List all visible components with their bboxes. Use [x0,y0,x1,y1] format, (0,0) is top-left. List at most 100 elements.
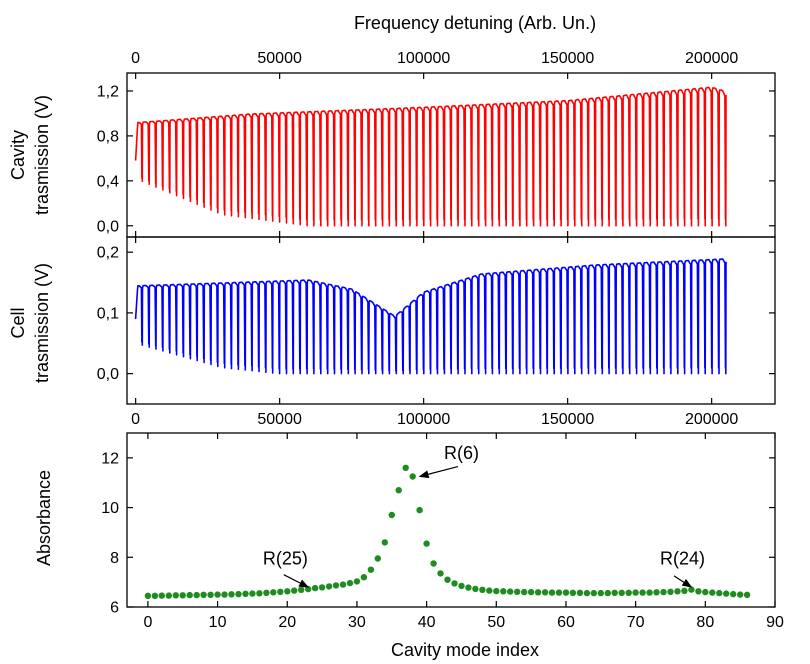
absorbance-point [730,590,737,598]
cavity-xtick-label: 0 [131,50,140,67]
absorbance-point [325,583,333,590]
absorbance-point [458,582,465,590]
absorbance-annotation-label: R(24) [660,549,705,569]
cell-frame [126,236,776,405]
absorbance-point [660,588,667,596]
absorbance-point [514,588,521,595]
cavity-xtick-label: 100000 [397,50,450,67]
absorbance-point [688,586,695,593]
panel-absorbance: 6 8 10 12 0 10 20 30 40 50 60 70 80 90 R(25) R(6) R(24) [101,432,784,631]
cavity-ytick-label: 0,0 [97,218,119,235]
absorbance-point [653,589,660,596]
absorbance-point [583,589,591,597]
absorbance-point [353,578,361,585]
absorbance-point [723,590,730,597]
absorbance-point [590,589,597,597]
absorbance-point [625,589,632,596]
absorbance-point [667,588,674,595]
absorbance-point [165,592,172,599]
absorbance-ytick-label: 8 [110,550,119,567]
absorbance-point [562,589,570,596]
absorbance-point [437,570,444,577]
absorbance-point [263,589,270,596]
absorbance-point [270,589,277,596]
absorbance-annotation-arrow [283,574,310,588]
absorbance-point [674,588,681,595]
cavity-xtick-label: 150000 [541,50,594,67]
absorbance-point [256,590,263,597]
absorbance-point [534,589,542,596]
absorbance-point [500,588,507,595]
bottom-x-axis-title: Cavity mode index [391,640,539,660]
absorbance-ytick-label: 10 [101,500,119,517]
absorbance-xtick-label: 10 [209,614,227,631]
cavity-ytick-label: 1,2 [97,83,119,100]
absorbance-xtick-label: 30 [348,614,366,631]
absorbance-point [444,576,451,583]
cell-xtick-label: 150000 [541,411,594,428]
absorbance-annotation-arrow [673,575,693,588]
absorbance-point [743,591,751,598]
absorbance-point [339,581,347,588]
absorbance-point [681,587,688,594]
absorbance-point [521,588,528,596]
cell-xtick-label: 200000 [685,411,738,428]
absorbance-point [402,464,409,471]
absorbance-point [277,588,284,595]
absorbance-xtick-label: 60 [557,614,575,631]
absorbance-point [388,511,395,519]
absorbance-point [374,555,381,562]
absorbance-point [569,589,577,596]
absorbance-xtick-label: 40 [418,614,436,631]
panel-cell: 0,0 0,1 0,2 0 50000 100000 150000 200000 [97,236,776,428]
absorbance-point [311,584,319,592]
absorbance-point [144,592,152,599]
cell-series-line [134,258,727,375]
absorbance-point [493,587,500,595]
cell-ytick-label: 0,2 [97,245,119,262]
absorbance-point [416,506,423,514]
absorbance-point [541,589,549,596]
absorbance-point [646,589,653,596]
absorbance-ytick-label: 6 [110,600,119,617]
absorbance-point [479,586,486,593]
cell-ylabel-line2: trasmission (V) [32,263,52,383]
absorbance-point [527,588,535,596]
absorbance-point [395,487,402,494]
absorbance-point [332,582,340,589]
cavity-xtick-label: 50000 [257,50,302,67]
absorbance-xtick-label: 0 [143,614,152,631]
absorbance-point [611,589,618,596]
absorbance-point [709,589,716,596]
absorbance-point [597,589,604,597]
cavity-series-line [134,86,727,227]
absorbance-point [207,591,214,598]
absorbance-xtick-label: 20 [278,614,296,631]
absorbance-point [409,473,416,480]
absorbance-ytick-label: 12 [101,450,119,467]
absorbance-annotation-arrow [418,465,459,479]
absorbance-point [555,589,563,596]
cell-ytick-label: 0,0 [97,366,119,383]
absorbance-point [291,587,298,594]
absorbance-point [507,588,514,595]
cavity-xtick-label: 200000 [685,50,738,67]
absorbance-point [284,588,291,595]
absorbance-point [472,585,479,593]
absorbance-point [451,580,458,587]
absorbance-point [318,584,326,591]
absorbance-point [242,590,249,597]
absorbance-point [235,590,242,598]
absorbance-point [639,589,646,596]
absorbance-point [214,591,221,598]
absorbance-xtick-label: 90 [766,614,784,631]
absorbance-point [486,587,493,594]
cell-ytick-label: 0,1 [97,305,119,322]
cavity-ylabel-line1: Cavity [8,130,28,180]
absorbance-point [346,579,354,587]
cell-xtick-label: 0 [131,411,140,428]
absorbance-point [228,591,235,598]
absorbance-point [618,589,625,596]
absorbance-point [604,589,611,597]
